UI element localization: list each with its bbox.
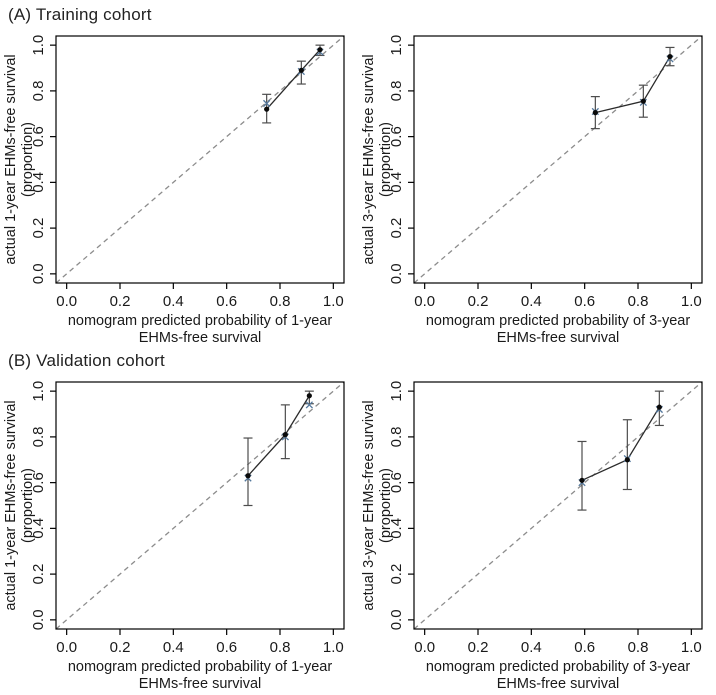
- svg-text:EHMs-free survival: EHMs-free survival: [139, 676, 261, 692]
- svg-text:0.8: 0.8: [30, 80, 47, 101]
- training-charts-row: 0.0 0.2 0.4 0.6 0.8 1.0 0.0 0.2 0.4 0.6 0.8 1.0 nomo…: [0, 26, 716, 346]
- svg-text:0.8: 0.8: [270, 639, 291, 656]
- section-title-validation: (B) Validation cohort: [8, 351, 165, 370]
- svg-text:0.2: 0.2: [30, 564, 47, 585]
- svg-text:0.2: 0.2: [468, 293, 489, 310]
- svg-text:nomogram predicted probability: nomogram predicted probability of 3-year: [426, 313, 691, 329]
- svg-text:0.4: 0.4: [388, 172, 405, 193]
- svg-text:0.0: 0.0: [414, 293, 435, 310]
- svg-text:0.6: 0.6: [30, 472, 47, 493]
- svg-text:0.4: 0.4: [30, 172, 47, 193]
- svg-text:0.2: 0.2: [110, 293, 131, 310]
- svg-text:0.2: 0.2: [388, 564, 405, 585]
- svg-text:0.6: 0.6: [574, 639, 595, 656]
- svg-text:0.2: 0.2: [110, 639, 131, 656]
- section-training: (A) Training cohort 0.0 0.2 0.4 0.6 0.8 1.0 0.…: [0, 0, 716, 346]
- svg-text:nomogram predicted probability: nomogram predicted probability of 1-year: [68, 659, 333, 675]
- svg-text:(proportion): (proportion): [20, 468, 36, 543]
- svg-text:0.0: 0.0: [414, 639, 435, 656]
- svg-text:(proportion): (proportion): [20, 122, 36, 197]
- svg-text:0.8: 0.8: [30, 426, 47, 447]
- svg-text:nomogram predicted probability: nomogram predicted probability of 1-year: [68, 313, 333, 329]
- svg-text:0.8: 0.8: [388, 80, 405, 101]
- svg-text:actual 3-year EHMs-free surviv: actual 3-year EHMs-free survival: [361, 400, 377, 610]
- calibration-plot-validation-3-year: 0.0 0.2 0.4 0.6 0.8 1.0 0.0 0.2 0.4 0.6 0.8 1.0 nomo…: [361, 381, 703, 692]
- calibration-plot-training-3-year: 0.0 0.2 0.4 0.6 0.8 1.0 0.0 0.2 0.4 0.6 0.8 1.0 nomo…: [361, 35, 703, 346]
- svg-text:1.0: 1.0: [388, 35, 405, 56]
- svg-text:1.0: 1.0: [388, 381, 405, 402]
- svg-text:0.8: 0.8: [270, 293, 291, 310]
- svg-text:0.0: 0.0: [388, 609, 405, 630]
- svg-text:0.6: 0.6: [388, 472, 405, 493]
- svg-text:0.0: 0.0: [388, 263, 405, 284]
- svg-text:0.4: 0.4: [521, 639, 542, 656]
- svg-text:1.0: 1.0: [30, 35, 47, 56]
- svg-text:0.4: 0.4: [30, 518, 47, 539]
- svg-text:0.6: 0.6: [388, 126, 405, 147]
- svg-text:0.8: 0.8: [388, 426, 405, 447]
- svg-text:(proportion): (proportion): [378, 468, 394, 543]
- svg-text:0.4: 0.4: [163, 639, 184, 656]
- section-title-training: (A) Training cohort: [8, 5, 152, 24]
- svg-text:1.0: 1.0: [323, 293, 344, 310]
- svg-text:0.4: 0.4: [521, 293, 542, 310]
- svg-text:1.0: 1.0: [323, 639, 344, 656]
- svg-text:1.0: 1.0: [681, 639, 702, 656]
- svg-text:0.8: 0.8: [628, 293, 649, 310]
- svg-text:actual 3-year EHMs-free surviv: actual 3-year EHMs-free survival: [361, 54, 377, 264]
- validation-charts-row: 0.0 0.2 0.4 0.6 0.8 1.0 0.0 0.2 0.4 0.6 0.8 1.0 nomo…: [0, 372, 716, 692]
- svg-text:EHMs-free survival: EHMs-free survival: [139, 330, 261, 346]
- svg-text:0.4: 0.4: [163, 293, 184, 310]
- svg-text:1.0: 1.0: [681, 293, 702, 310]
- svg-text:0.4: 0.4: [388, 518, 405, 539]
- svg-text:0.2: 0.2: [388, 218, 405, 239]
- svg-text:0.2: 0.2: [30, 218, 47, 239]
- svg-text:(proportion): (proportion): [378, 122, 394, 197]
- svg-text:1.0: 1.0: [30, 381, 47, 402]
- svg-text:EHMs-free survival: EHMs-free survival: [497, 676, 619, 692]
- calibration-plot-validation-1-year: 0.0 0.2 0.4 0.6 0.8 1.0 0.0 0.2 0.4 0.6 0.8 1.0 nomo…: [3, 381, 345, 692]
- svg-text:actual 1-year EHMs-free surviv: actual 1-year EHMs-free survival: [3, 54, 19, 264]
- svg-text:0.8: 0.8: [628, 639, 649, 656]
- svg-text:nomogram predicted probability: nomogram predicted probability of 3-year: [426, 659, 691, 675]
- svg-text:0.6: 0.6: [216, 293, 237, 310]
- calibration-plot-training-1-year: 0.0 0.2 0.4 0.6 0.8 1.0 0.0 0.2 0.4 0.6 0.8 1.0 nomo…: [3, 35, 345, 346]
- svg-text:EHMs-free survival: EHMs-free survival: [497, 330, 619, 346]
- svg-text:0.0: 0.0: [30, 609, 47, 630]
- svg-text:0.6: 0.6: [574, 293, 595, 310]
- svg-text:0.2: 0.2: [468, 639, 489, 656]
- section-validation: (B) Validation cohort 0.0 0.2 0.4 0.6 0.8 1.0…: [0, 346, 716, 692]
- svg-text:actual 1-year EHMs-free surviv: actual 1-year EHMs-free survival: [3, 400, 19, 610]
- svg-text:0.6: 0.6: [30, 126, 47, 147]
- svg-text:0.6: 0.6: [216, 639, 237, 656]
- svg-text:0.0: 0.0: [56, 293, 77, 310]
- svg-text:0.0: 0.0: [56, 639, 77, 656]
- svg-text:0.0: 0.0: [30, 263, 47, 284]
